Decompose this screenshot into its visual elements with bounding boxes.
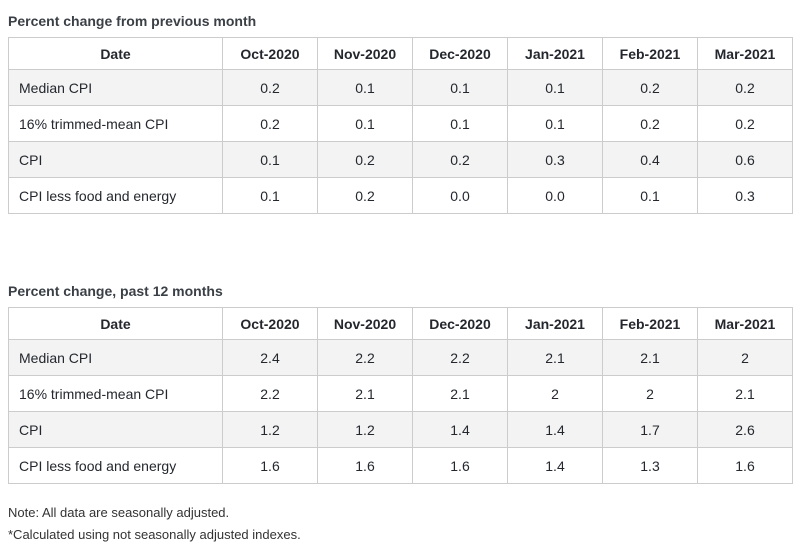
value-cell: 0.1 [507, 105, 603, 142]
monthly-change-table-title: Percent change from previous month [8, 13, 257, 29]
value-cell: 2.2 [222, 375, 318, 412]
table-row: 16% trimmed-mean CPI 0.2 0.1 0.1 0.1 0.2 0.2 [8, 105, 793, 142]
row-label: CPI [8, 141, 223, 178]
value-cell: 0.3 [507, 141, 603, 178]
value-cell: 0.2 [412, 141, 508, 178]
value-cell: 0.1 [412, 69, 508, 106]
value-cell: 0.2 [602, 69, 698, 106]
value-cell: 2.1 [412, 375, 508, 412]
table-row: CPI 1.2 1.2 1.4 1.4 1.7 2.6 [8, 411, 793, 448]
value-cell: 0.1 [602, 177, 698, 214]
value-cell: 1.6 [222, 447, 318, 484]
header-row: Date Oct-2020 Nov-2020 Dec-2020 Jan-2021 Feb-… [8, 37, 793, 70]
value-cell: 0.1 [412, 105, 508, 142]
month-column-header: Feb-2021 [602, 307, 698, 340]
note-seasonally-adjusted: Note: All data are seasonally adjusted. [8, 505, 230, 520]
month-column-header: Mar-2021 [697, 37, 793, 70]
value-cell: 0.2 [697, 69, 793, 106]
date-column-header: Date [8, 307, 223, 340]
value-cell: 0.1 [222, 177, 318, 214]
value-cell: 1.4 [412, 411, 508, 448]
month-column-header: Feb-2021 [602, 37, 698, 70]
row-label: CPI less food and energy [8, 177, 223, 214]
value-cell: 1.6 [697, 447, 793, 484]
value-cell: 0.1 [507, 69, 603, 106]
value-cell: 2 [602, 375, 698, 412]
row-label: CPI less food and energy [8, 447, 223, 484]
month-column-header: Oct-2020 [222, 37, 318, 70]
table-row: CPI less food and energy 1.6 1.6 1.6 1.4 1.3 1… [8, 447, 793, 484]
value-cell: 0.1 [222, 141, 318, 178]
value-cell: 2.1 [602, 339, 698, 376]
value-cell: 0.2 [317, 141, 413, 178]
value-cell: 1.6 [412, 447, 508, 484]
value-cell: 2.2 [317, 339, 413, 376]
month-column-header: Nov-2020 [317, 37, 413, 70]
row-label: 16% trimmed-mean CPI [8, 105, 223, 142]
row-label: Median CPI [8, 69, 223, 106]
value-cell: 1.4 [507, 447, 603, 484]
table-row: CPI less food and energy 0.1 0.2 0.0 0.0 0.1 0… [8, 177, 793, 214]
month-column-header: Dec-2020 [412, 37, 508, 70]
value-cell: 2.1 [317, 375, 413, 412]
value-cell: 1.3 [602, 447, 698, 484]
table-row: Median CPI 2.4 2.2 2.2 2.1 2.1 2 [8, 339, 793, 376]
value-cell: 0.2 [222, 105, 318, 142]
value-cell: 2.6 [697, 411, 793, 448]
month-column-header: Nov-2020 [317, 307, 413, 340]
month-column-header: Dec-2020 [412, 307, 508, 340]
month-column-header: Jan-2021 [507, 307, 603, 340]
value-cell: 0.2 [602, 105, 698, 142]
row-label: CPI [8, 411, 223, 448]
value-cell: 2 [697, 339, 793, 376]
value-cell: 0.4 [602, 141, 698, 178]
monthly-change-table: Date Oct-2020 Nov-2020 Dec-2020 Jan-2021 Feb-… [8, 37, 793, 214]
note-calculated-indexes: *Calculated using not seasonally adjuste… [8, 527, 301, 542]
yearly-change-table-title: Percent change, past 12 months [8, 283, 223, 299]
value-cell: 0.2 [697, 105, 793, 142]
value-cell: 0.2 [317, 177, 413, 214]
value-cell: 0.1 [317, 69, 413, 106]
value-cell: 1.2 [222, 411, 318, 448]
yearly-change-table: Date Oct-2020 Nov-2020 Dec-2020 Jan-2021 Feb-… [8, 307, 793, 484]
row-label: 16% trimmed-mean CPI [8, 375, 223, 412]
value-cell: 2.4 [222, 339, 318, 376]
month-column-header: Mar-2021 [697, 307, 793, 340]
value-cell: 2.1 [507, 339, 603, 376]
table-row: CPI 0.1 0.2 0.2 0.3 0.4 0.6 [8, 141, 793, 178]
header-row: Date Oct-2020 Nov-2020 Dec-2020 Jan-2021 Feb-… [8, 307, 793, 340]
value-cell: 0.0 [412, 177, 508, 214]
value-cell: 0.1 [317, 105, 413, 142]
footnotes: Note: All data are seasonally adjusted. … [8, 505, 801, 542]
value-cell: 2.1 [697, 375, 793, 412]
table-row: 16% trimmed-mean CPI 2.2 2.1 2.1 2 2 2.1 [8, 375, 793, 412]
month-column-header: Jan-2021 [507, 37, 603, 70]
table-row: Median CPI 0.2 0.1 0.1 0.1 0.2 0.2 [8, 69, 793, 106]
value-cell: 0.2 [222, 69, 318, 106]
value-cell: 2 [507, 375, 603, 412]
value-cell: 1.4 [507, 411, 603, 448]
value-cell: 1.2 [317, 411, 413, 448]
value-cell: 1.7 [602, 411, 698, 448]
value-cell: 0.0 [507, 177, 603, 214]
monthly-change-section: Percent change from previous month Date O… [8, 12, 801, 214]
value-cell: 1.6 [317, 447, 413, 484]
value-cell: 0.6 [697, 141, 793, 178]
value-cell: 0.3 [697, 177, 793, 214]
month-column-header: Oct-2020 [222, 307, 318, 340]
date-column-header: Date [8, 37, 223, 70]
row-label: Median CPI [8, 339, 223, 376]
yearly-change-section: Percent change, past 12 months Date Oct-2… [8, 282, 801, 484]
value-cell: 2.2 [412, 339, 508, 376]
